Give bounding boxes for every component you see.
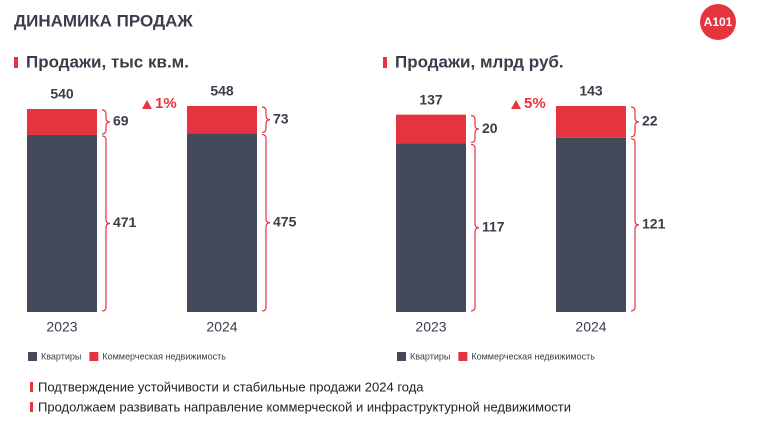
- brace: [261, 133, 271, 312]
- x-tick-label: 2024: [206, 319, 237, 335]
- bar-segment: [396, 114, 466, 144]
- value-label: 117: [482, 218, 505, 234]
- total-label: 540: [50, 86, 74, 102]
- value-label: 20: [482, 120, 498, 136]
- value-label: 121: [642, 216, 666, 232]
- legend-swatch: [89, 352, 99, 361]
- x-tick-label: 2023: [415, 319, 446, 335]
- bar-segment: [396, 143, 466, 312]
- brace: [630, 138, 640, 312]
- bar-segment: [556, 137, 626, 312]
- value-label: 73: [273, 110, 289, 126]
- logo-circle: [700, 4, 736, 40]
- brace: [101, 109, 111, 135]
- legend-label: Коммерческая недвижимость: [102, 351, 226, 361]
- value-label: 475: [273, 213, 297, 229]
- brace: [470, 143, 480, 312]
- x-tick-label: 2023: [46, 319, 77, 335]
- change-label: 1%: [155, 95, 177, 112]
- brace: [261, 106, 271, 134]
- change-arrow: [511, 100, 521, 109]
- brace: [470, 115, 480, 144]
- total-label: 548: [210, 83, 234, 99]
- bar-segment: [556, 106, 626, 138]
- value-label: 69: [113, 113, 129, 129]
- change-label: 5%: [524, 95, 546, 112]
- total-label: 143: [579, 83, 603, 99]
- chart-title: Продажи, тыс кв.м.: [26, 52, 189, 71]
- legend-swatch: [28, 352, 37, 361]
- value-label: 471: [113, 214, 137, 230]
- bullet-marker: [30, 382, 33, 392]
- legend-swatch: [458, 352, 468, 361]
- chart-title: Продажи, млрд руб.: [395, 52, 564, 71]
- brace: [101, 135, 111, 312]
- slide-title: ДИНАМИКА ПРОДАЖ: [14, 11, 193, 30]
- subtitle-marker: [14, 57, 18, 68]
- logo: А101: [704, 15, 733, 29]
- bar-segment: [27, 109, 97, 135]
- legend-label: Квартиры: [410, 351, 450, 361]
- legend-swatch: [397, 352, 406, 361]
- bullet: Подтверждение устойчивости и стабильные …: [38, 379, 424, 394]
- brace: [630, 106, 640, 138]
- legend-label: Квартиры: [41, 351, 81, 361]
- total-label: 137: [419, 91, 443, 107]
- bar-segment: [187, 106, 257, 134]
- subtitle-marker: [383, 57, 387, 68]
- change-arrow: [142, 100, 152, 109]
- bullet: Продолжаем развивать направление коммерч…: [38, 399, 571, 414]
- bar-segment: [187, 133, 257, 312]
- value-label: 22: [642, 113, 658, 129]
- bar-segment: [27, 134, 97, 312]
- bullet-marker: [30, 402, 33, 412]
- legend-label: Коммерческая недвижимость: [471, 351, 595, 361]
- x-tick-label: 2024: [575, 319, 606, 335]
